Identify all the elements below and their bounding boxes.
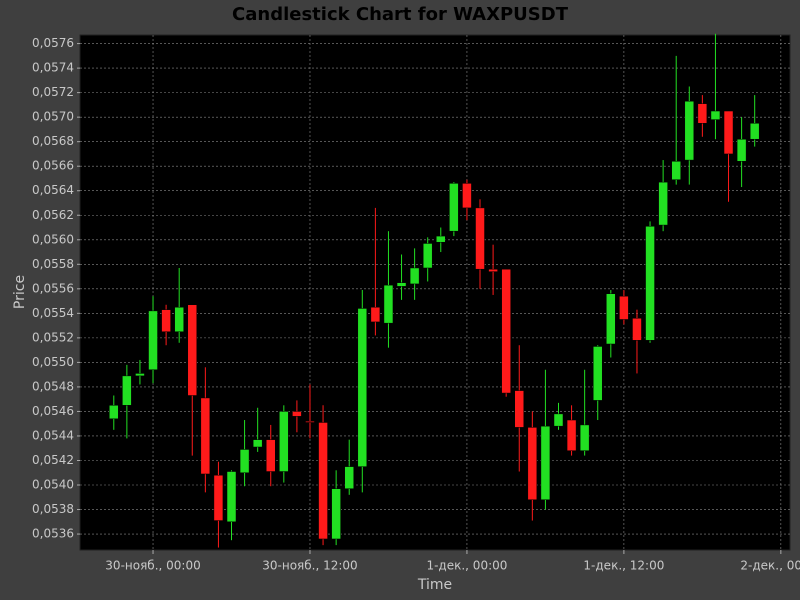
y-tick-label: 0,0546 [32,404,74,418]
y-tick-label: 0,0554 [32,306,74,320]
candle-body [344,466,354,489]
y-tick-label: 0,0538 [32,502,74,516]
candle-body [645,226,655,341]
candle-body [488,268,498,272]
candle-body [422,243,433,269]
candle-body [658,181,668,226]
candle-body [462,183,472,209]
candle-body [174,306,184,332]
candle-body [501,268,511,394]
y-tick-label: 0,0558 [32,257,74,271]
candle-body [292,411,302,417]
y-tick-label: 0,0574 [32,61,74,75]
candle-body [632,318,642,341]
candle-body [252,439,263,448]
candle-body [566,419,577,451]
candle-body [370,306,381,323]
candle-body [409,267,420,285]
y-tick-label: 0,0540 [32,478,74,492]
chart-title: Candlestick Chart for WAXPUSDT [232,4,569,25]
y-tick-label: 0,0552 [32,330,74,344]
x-tick-label: 1-дек., 12:00 [583,559,664,573]
y-tick-label: 0,0564 [32,183,74,197]
candle-body [135,373,145,377]
candle-body [553,413,564,427]
y-tick-label: 0,0570 [32,110,74,124]
y-tick-label: 0,0572 [32,85,74,99]
candle-body [527,427,538,500]
x-tick-label: 30-нояб., 12:00 [262,559,357,573]
candle-body [723,110,734,155]
candle-body [148,310,158,370]
candle-body [357,308,368,467]
candle-body [619,295,629,320]
candle-body [305,421,315,423]
candle-body [475,207,485,270]
candle-body [109,405,119,420]
y-tick-label: 0,0548 [32,379,74,393]
candle-body [161,309,171,332]
y-tick-label: 0,0562 [32,208,74,222]
candle-body [540,425,551,500]
plot-area [79,34,791,551]
candle-body [187,304,198,396]
y-tick-label: 0,0550 [32,355,74,369]
candle-body [200,397,211,475]
candle-body [265,439,276,472]
candle-body [684,100,695,161]
candles [109,33,760,548]
y-tick-label: 0,0556 [32,281,74,295]
y-tick-label: 0,0542 [32,453,74,467]
candle-body [226,471,237,523]
candle-body [671,161,681,180]
candle-body [606,293,616,345]
candle-body [697,103,708,124]
candle-body [213,474,224,521]
candle-body [449,183,459,232]
candle-body [579,424,590,451]
candle-body [239,449,250,474]
y-tick-label: 0,0544 [32,428,74,442]
y-tick-label: 0,0536 [32,527,74,541]
y-tick-label: 0,0560 [32,232,74,246]
candle-body [318,422,328,540]
x-tick-label: 30-нояб., 00:00 [105,559,200,573]
candle-body [279,411,289,472]
candle-body [749,123,760,140]
candle-body [710,110,721,120]
x-tick-label: 1-дек., 00:00 [426,559,507,573]
y-tick-label: 0,0566 [32,159,74,173]
x-tick-label: 2-дек., 00:00 [740,559,800,573]
candle-body [736,138,747,162]
candle-body [514,390,525,428]
candle-body [592,346,603,401]
candle-body [122,375,132,406]
candle-body [396,282,407,287]
candle-body [436,235,446,243]
x-axis-label: Time [417,577,452,593]
candle-body [383,284,394,324]
candle-body [331,488,341,540]
y-tick-label: 0,0568 [32,134,74,148]
y-axis-label: Price [12,275,28,309]
y-tick-label: 0,0576 [32,36,74,50]
